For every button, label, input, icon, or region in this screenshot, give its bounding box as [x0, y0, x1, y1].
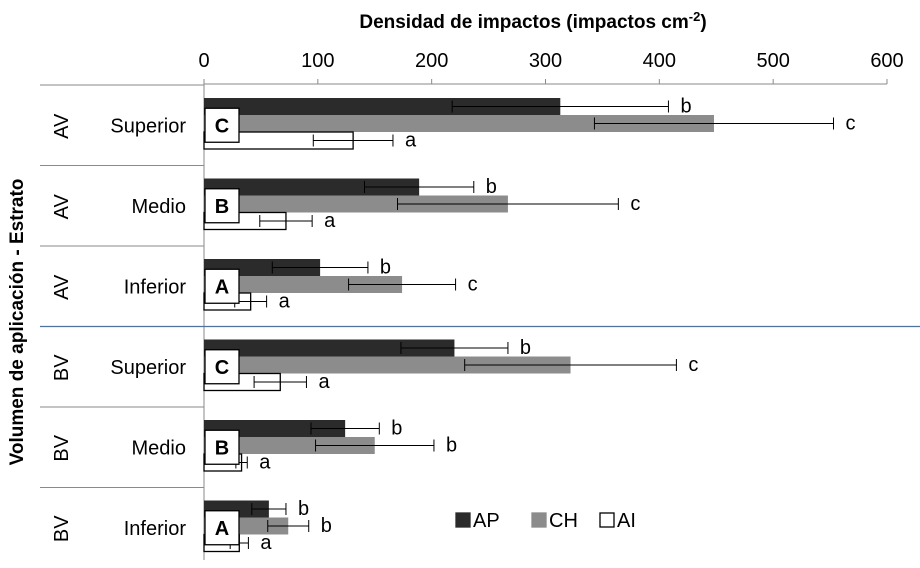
sig-label-ai-4: a [259, 452, 271, 474]
x-tick-label-0: 0 [198, 50, 209, 72]
bar-ch-1 [204, 195, 508, 213]
group-letter-box-1 [204, 188, 240, 224]
bar-ch-0 [204, 115, 714, 132]
sig-label-ai-1: a [324, 210, 336, 232]
legend-label-ch: CH [549, 510, 578, 532]
bar-ch-3 [204, 356, 571, 374]
group-volume-label-1: AV [51, 193, 73, 219]
group-volume-label-4: BV [51, 434, 73, 461]
sig-label-ap-1: b [486, 176, 497, 198]
sig-label-ch-1: c [630, 193, 640, 215]
x-tick-label-1: 100 [301, 50, 334, 72]
bar-ap-0 [204, 98, 561, 115]
legend-label-ai: AI [617, 510, 636, 532]
labels-layer: 0 100 200 300 400 500 600 AV Superior b c a C AV Medio… [51, 50, 904, 554]
sig-label-ap-3: b [520, 337, 531, 359]
group-letter-box-0 [204, 107, 240, 143]
group-volume-label-5: BV [51, 515, 73, 542]
sig-label-ap-2: b [380, 257, 391, 279]
group-stratum-label-2: Inferior [124, 276, 187, 298]
bar-ap-1 [204, 178, 420, 196]
bars-layer [203, 98, 714, 553]
legend: AP CH AI [455, 510, 636, 532]
chart-title-superscript: -2 [689, 9, 701, 24]
x-tick-label-3: 300 [529, 50, 562, 72]
sig-label-ai-5: a [260, 532, 272, 554]
legend-swatch-ap [455, 512, 471, 528]
x-tick-label-4: 400 [643, 50, 676, 72]
group-stratum-label-4: Medio [132, 437, 186, 459]
sig-label-ap-4: b [391, 418, 402, 440]
group-volume-label-2: AV [51, 274, 73, 300]
chart-title-close: ) [700, 12, 706, 33]
group-letter-3: C [215, 357, 229, 379]
chart-title: Densidad de impactos (impactos cm-2) [359, 9, 706, 33]
bar-ch-4 [204, 437, 375, 454]
group-letter-1: B [215, 196, 229, 218]
x-tick-label-6: 600 [870, 50, 903, 72]
legend-label-ap: AP [473, 510, 500, 532]
bar-ch-2 [204, 276, 403, 293]
sig-label-ai-2: a [279, 291, 291, 313]
sig-label-ch-5: b [321, 515, 332, 537]
group-letter-5: A [215, 518, 229, 540]
group-stratum-label-3: Superior [110, 357, 186, 379]
group-letter-box-5 [204, 510, 240, 546]
group-volume-label-3: BV [51, 354, 73, 381]
group-letter-box-3 [204, 349, 240, 385]
bar-ap-3 [204, 339, 455, 357]
group-letter-4: B [215, 437, 229, 459]
sig-label-ch-4: b [446, 435, 457, 457]
sig-label-ch-0: c [845, 113, 855, 135]
grid-layer [40, 79, 920, 560]
sig-label-ch-3: c [688, 354, 698, 376]
group-letter-2: A [215, 276, 229, 298]
legend-swatch-ai [599, 512, 615, 528]
sig-label-ap-0: b [680, 96, 691, 118]
group-stratum-label-0: Superior [110, 115, 186, 137]
sig-label-ap-5: b [298, 498, 309, 520]
error-bars-layer [229, 100, 834, 549]
chart-title-main: Densidad de impactos (impactos cm [359, 12, 688, 33]
group-letter-0: C [215, 115, 229, 137]
group-letter-box-2 [204, 268, 240, 304]
sig-label-ai-3: a [318, 371, 330, 393]
x-tick-label-5: 500 [756, 50, 789, 72]
sig-label-ai-0: a [405, 130, 417, 152]
group-stratum-label-5: Inferior [124, 518, 187, 540]
group-letter-box-4 [204, 429, 240, 465]
group-volume-label-0: AV [51, 113, 73, 139]
group-stratum-label-1: Medio [132, 196, 186, 218]
y-axis-label: Volumen de aplicación - Estrato [7, 179, 28, 466]
legend-swatch-ch [531, 512, 547, 528]
x-tick-label-2: 200 [415, 50, 448, 72]
sig-label-ch-2: c [468, 274, 478, 296]
